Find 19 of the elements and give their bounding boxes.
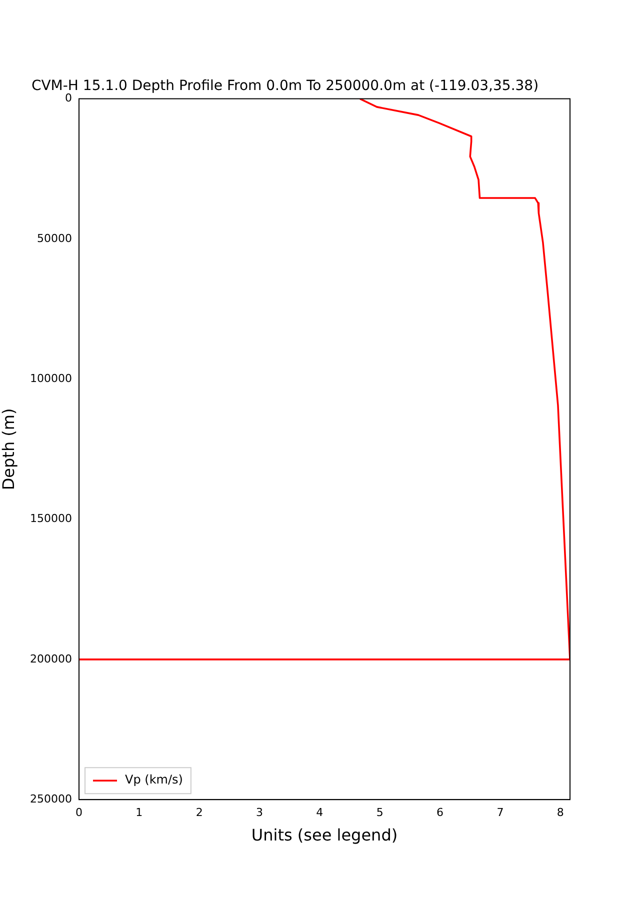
- x-tick-label: 4: [316, 806, 324, 820]
- y-tick-label: 150000: [30, 512, 72, 526]
- legend-label: Vp (km/s): [125, 772, 183, 787]
- y-tick-label: 100000: [30, 372, 72, 385]
- x-tick-label: 3: [256, 806, 264, 820]
- chart-title: CVM-H 15.1.0 Depth Profile From 0.0m To 250000.0m at (-119.03,35.38): [31, 78, 539, 94]
- y-axis-title: Depth (m): [0, 408, 18, 490]
- x-tick-label: 8: [556, 806, 564, 820]
- x-tick-label: 7: [496, 806, 504, 820]
- x-tick-label: 6: [436, 806, 444, 820]
- y-tick-label: 250000: [30, 792, 72, 806]
- x-tick-label: 0: [76, 806, 82, 820]
- x-tick-label: 1: [136, 806, 143, 820]
- y-tick-label: 200000: [30, 652, 72, 666]
- x-axis-title: Units (see legend): [251, 826, 398, 845]
- y-tick-label: 0: [65, 92, 72, 105]
- x-tick-label: 5: [376, 806, 384, 820]
- y-tick-label: 50000: [37, 232, 72, 245]
- x-tick-label: 2: [196, 806, 203, 820]
